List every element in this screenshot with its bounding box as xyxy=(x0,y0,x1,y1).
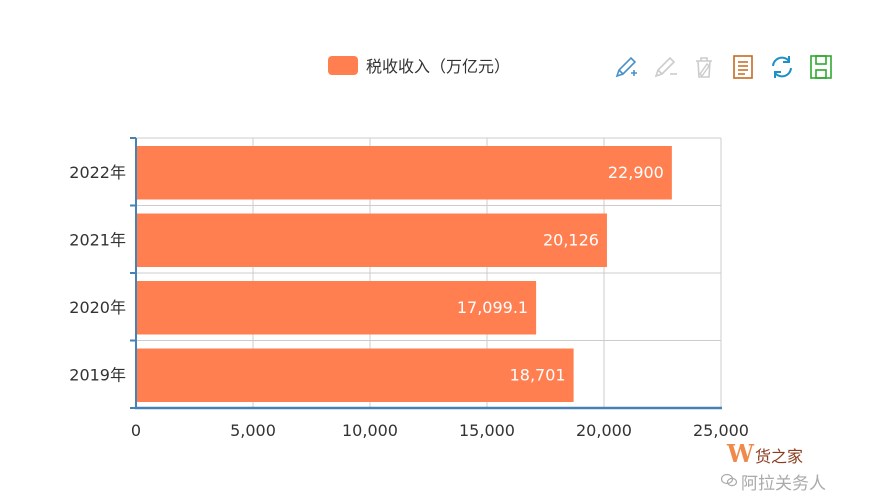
legend-label: 税收收入（万亿元） xyxy=(366,57,511,76)
bar xyxy=(136,146,672,200)
y-tick-label: 2020年 xyxy=(69,298,126,317)
toolbox xyxy=(612,53,846,81)
bar xyxy=(136,213,607,267)
mark-undo-icon[interactable] xyxy=(651,53,679,81)
x-tick-label: 20,000 xyxy=(576,421,632,440)
watermark-brand: 货之家 xyxy=(755,447,804,466)
legend-swatch xyxy=(328,55,358,75)
bar-value-label: 18,701 xyxy=(510,365,566,384)
watermark-text: 阿拉关务人 xyxy=(741,474,826,494)
x-tick-label: 25,000 xyxy=(693,421,749,440)
x-tick-label: 10,000 xyxy=(342,421,398,440)
bar-value-label: 20,126 xyxy=(543,230,599,249)
y-tick-label: 2019年 xyxy=(69,365,126,384)
mark-pen-icon[interactable] xyxy=(612,53,640,81)
mark-clear-icon[interactable] xyxy=(690,53,718,81)
restore-icon[interactable] xyxy=(768,53,796,81)
x-tick-label: 0 xyxy=(131,421,141,440)
bar xyxy=(136,348,574,402)
wechat-icon xyxy=(721,473,737,487)
legend[interactable]: 税收收入（万亿元） xyxy=(328,53,510,77)
bar-value-label: 17,099.1 xyxy=(457,298,528,317)
watermark: W 货之家 阿拉关务人 xyxy=(721,439,871,497)
y-tick-label: 2022年 xyxy=(69,163,126,182)
x-tick-label: 5,000 xyxy=(230,421,276,440)
bar-value-label: 22,900 xyxy=(608,163,664,182)
x-tick-label: 15,000 xyxy=(459,421,515,440)
y-tick-label: 2021年 xyxy=(69,230,126,249)
data-view-icon[interactable] xyxy=(729,53,757,81)
save-image-icon[interactable] xyxy=(807,53,835,81)
watermark-logo: W xyxy=(727,439,754,468)
bar xyxy=(136,281,537,335)
